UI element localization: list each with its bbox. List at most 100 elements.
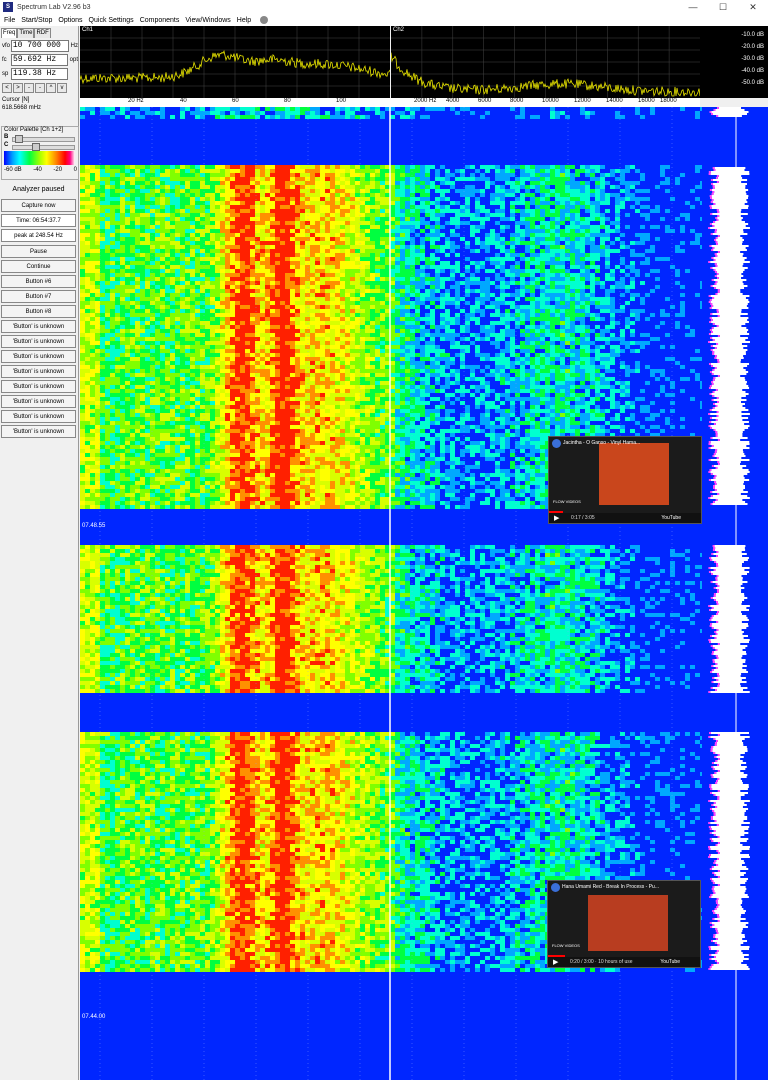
waterfall-cell <box>380 221 385 225</box>
fc-field[interactable]: 59.692 Hz <box>10 54 68 66</box>
contrast-thumb[interactable] <box>32 143 41 151</box>
sp-field[interactable]: 119.38 Hz <box>11 68 68 80</box>
waterfall-cell <box>700 285 702 289</box>
waterfall-cell <box>460 189 465 193</box>
waterfall-cell <box>555 305 560 309</box>
side-button[interactable]: Time: 06:54:37.7 <box>1 214 76 227</box>
waterfall-cell <box>300 189 305 193</box>
menu-start-stop[interactable]: Start/Stop <box>21 16 53 24</box>
nav-down-button[interactable]: v <box>57 83 67 93</box>
nav-minus2-button[interactable]: - <box>35 83 45 93</box>
waterfall-cell <box>395 289 400 293</box>
waterfall-cell <box>410 193 415 197</box>
waterfall-cell <box>145 349 150 353</box>
waterfall-cell <box>580 325 585 329</box>
waterfall-cell <box>320 229 325 233</box>
side-button[interactable]: 'Button' is unknown <box>1 425 76 438</box>
waterfall-cell <box>515 237 520 241</box>
fc-option[interactable]: opt <box>69 57 78 63</box>
waterfall-cell <box>225 237 230 241</box>
side-button[interactable]: 'Button' is unknown <box>1 395 76 408</box>
side-button[interactable]: 'Button' is unknown <box>1 350 76 363</box>
waterfall-cell <box>175 225 180 229</box>
nav-minus-button[interactable]: - <box>24 83 34 93</box>
brightness-track[interactable] <box>12 137 75 142</box>
waterfall-cell <box>505 285 510 289</box>
waterfall-cell <box>415 257 420 261</box>
waterfall-cell <box>215 213 220 217</box>
waterfall-cell <box>180 221 185 225</box>
waterfall-cell <box>140 337 145 341</box>
waterfall-cell <box>345 293 350 297</box>
waterfall-cell <box>420 173 425 177</box>
waterfall-cell <box>95 209 100 213</box>
side-button[interactable]: 'Button' is unknown <box>1 410 76 423</box>
side-button[interactable]: 'Button' is unknown <box>1 320 76 333</box>
waterfall-cell <box>535 177 540 181</box>
waterfall-cell <box>395 217 400 221</box>
waterfall-cell <box>385 209 390 213</box>
waterfall-cell <box>425 289 430 293</box>
nav-right-button[interactable]: > <box>13 83 23 93</box>
side-button[interactable]: 'Button' is unknown <box>1 365 76 378</box>
waterfall-cell <box>175 325 180 329</box>
waterfall-cell <box>350 237 355 241</box>
waterfall-cell <box>330 257 335 261</box>
cursor-title: Cursor [N] <box>2 97 30 103</box>
waterfall-cell <box>190 177 195 181</box>
waterfall-cell <box>550 165 555 169</box>
waterfall-cell <box>475 241 480 245</box>
waterfall-cell <box>270 107 275 111</box>
waterfall-cell <box>500 313 505 317</box>
waterfall-cell <box>245 213 250 217</box>
side-button[interactable]: Button #7 <box>1 290 76 303</box>
side-button[interactable]: Continue <box>1 260 76 273</box>
menu-quick-settings[interactable]: Quick Settings <box>88 16 134 24</box>
menu-options[interactable]: Options <box>58 16 83 24</box>
tab-time[interactable]: Time <box>17 28 35 38</box>
contrast-slider[interactable]: C <box>4 142 75 151</box>
brightness-thumb[interactable] <box>14 135 23 143</box>
side-button[interactable]: Button #6 <box>1 275 76 288</box>
waterfall-cell <box>300 309 305 313</box>
menu-components[interactable]: Components <box>139 16 180 24</box>
waterfall-cell <box>380 269 385 273</box>
waterfall-cell <box>285 261 290 265</box>
tab-freq[interactable]: Freq <box>1 28 18 38</box>
waterfall-cell <box>270 257 275 261</box>
waterfall-cell <box>440 249 445 253</box>
ch2-spectrum[interactable]: Ch2 <box>391 26 700 106</box>
menu-help[interactable]: Help <box>236 16 252 24</box>
side-button[interactable]: 'Button' is unknown <box>1 335 76 348</box>
side-button[interactable]: 'Button' is unknown <box>1 380 76 393</box>
waterfall-cell <box>560 289 565 293</box>
menu-file[interactable]: File <box>4 16 16 24</box>
side-button[interactable]: Button #8 <box>1 305 76 318</box>
waterfall-cell <box>255 177 260 181</box>
waterfall-cell <box>190 293 195 297</box>
db-tick: -40.0 dB <box>741 68 764 74</box>
close-button[interactable]: ✕ <box>749 2 757 12</box>
contrast-track[interactable] <box>12 145 75 150</box>
tab-rdf[interactable]: RDF <box>34 28 51 38</box>
waterfall-cell <box>340 341 345 345</box>
waterfall-cell <box>275 317 280 321</box>
palette-tick: -60 dB <box>4 167 22 173</box>
waterfall-cell <box>285 281 290 285</box>
brightness-slider[interactable]: B <box>4 134 75 143</box>
vfo-field[interactable]: 10 700 000 <box>10 40 69 52</box>
minimize-button[interactable]: — <box>688 2 698 12</box>
menu-view-windows[interactable]: View/Windows <box>185 16 231 24</box>
side-button[interactable]: peak at 248.54 Hz <box>1 229 76 242</box>
waterfall-cell <box>550 169 555 173</box>
nav-up-button[interactable]: ^ <box>46 83 56 93</box>
nav-left-button[interactable]: < <box>2 83 12 93</box>
waterfall-cell <box>180 321 185 325</box>
ch1-spectrum[interactable]: Ch1 <box>80 26 390 106</box>
waterfall-cell <box>530 337 535 341</box>
waterfall-cell <box>275 217 280 221</box>
waterfall-cell <box>615 201 620 205</box>
side-button[interactable]: Capture now <box>1 199 76 212</box>
maximize-button[interactable]: ☐ <box>718 2 728 12</box>
side-button[interactable]: Pause <box>1 245 76 258</box>
